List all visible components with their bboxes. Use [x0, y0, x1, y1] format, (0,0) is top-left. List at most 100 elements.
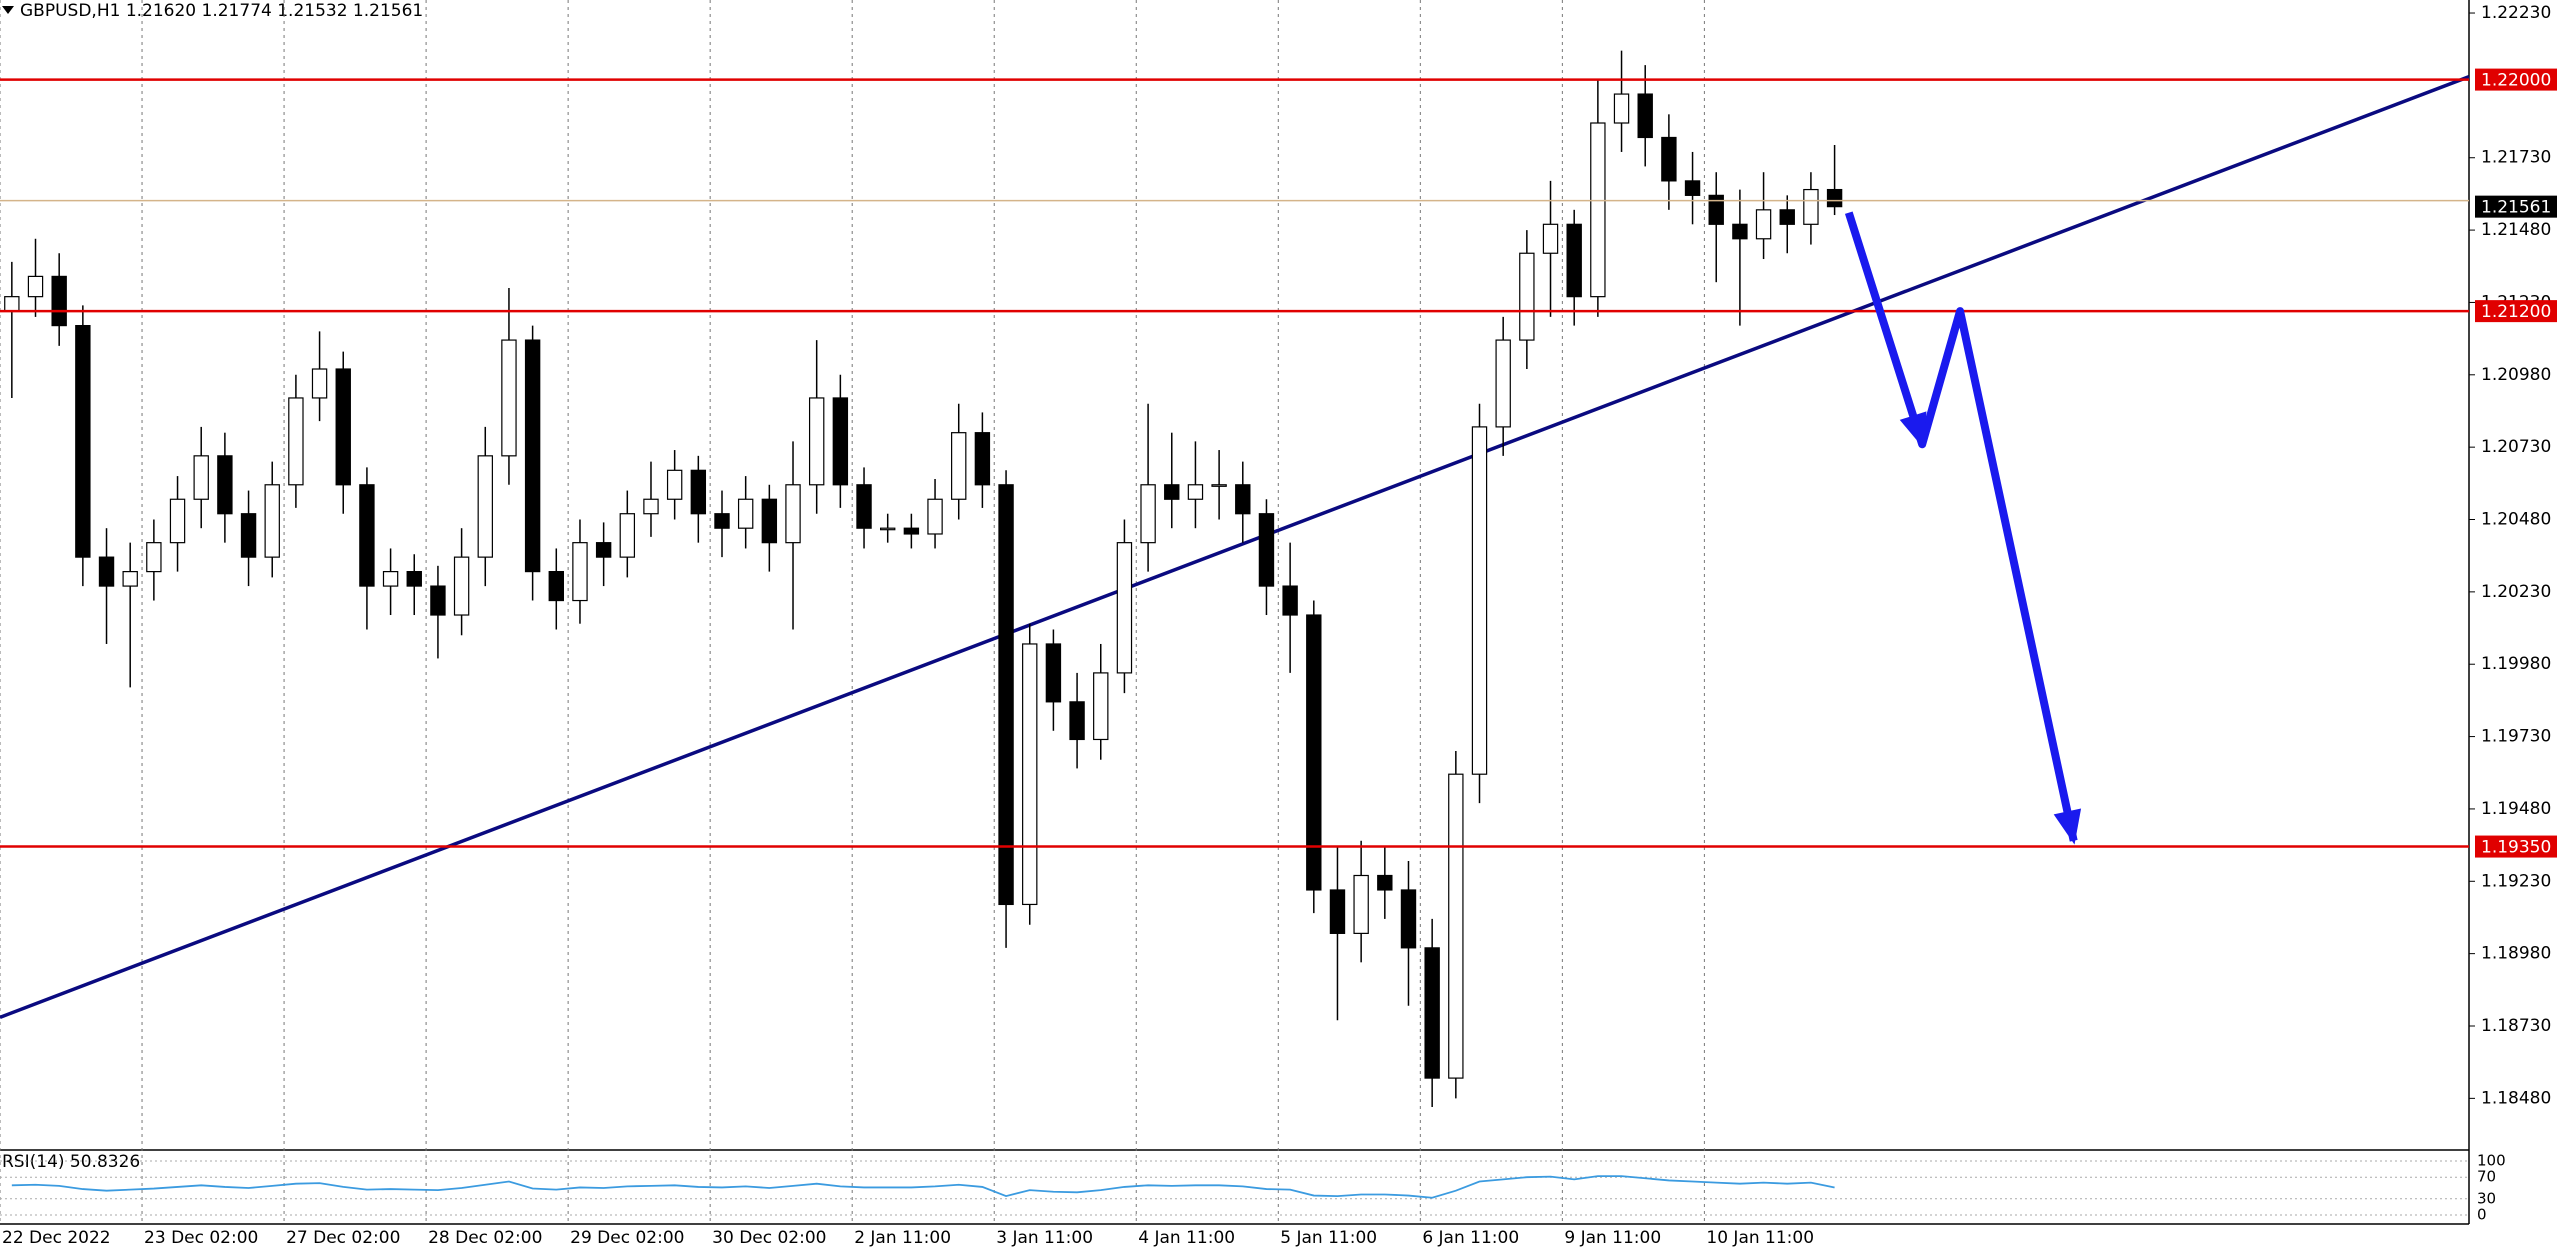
candle-body [1069, 701, 1085, 741]
rsi-label: RSI(14) 50.8326 [2, 1152, 140, 1172]
candle-body [1140, 484, 1156, 544]
candle-body [430, 585, 446, 616]
candle-body [1187, 484, 1204, 500]
candle-body [595, 542, 612, 558]
candle-body [572, 542, 588, 602]
candle-body [1661, 136, 1677, 182]
candle-body [1755, 209, 1772, 240]
candle-body [974, 432, 991, 486]
level-label: 1.19350 [2481, 838, 2551, 858]
candle-body [75, 324, 91, 558]
y-tick-label: 1.21730 [2481, 148, 2551, 168]
x-tick-label: 10 Jan 11:00 [1706, 1228, 1814, 1248]
candle-body [619, 513, 636, 558]
candle-body [903, 527, 920, 535]
candle-body [98, 556, 115, 587]
candle-body [501, 339, 517, 457]
level-label-box [2475, 300, 2557, 323]
x-tick-label: 23 Dec 02:00 [144, 1228, 258, 1248]
candle-body [1329, 889, 1346, 934]
candle-body [146, 542, 162, 573]
x-tick-label: 28 Dec 02:00 [428, 1228, 542, 1248]
candle-body [927, 498, 943, 535]
candle-body [264, 484, 280, 558]
candle-body [27, 275, 44, 298]
candle-body [1377, 874, 1393, 891]
candle-body [666, 469, 683, 500]
candle-body [951, 432, 967, 500]
candle-body [737, 498, 754, 529]
candle-body [808, 397, 825, 486]
candle-body [406, 571, 422, 587]
x-tick-label: 5 Jan 11:00 [1280, 1228, 1377, 1248]
candle-body [785, 484, 801, 544]
candle-body [1282, 585, 1298, 616]
candle-body [1779, 209, 1795, 225]
candle-body [690, 469, 707, 515]
y-tick-label: 1.18480 [2481, 1088, 2551, 1108]
candle-body [1353, 874, 1369, 934]
candle-body [1164, 484, 1180, 500]
y-tick-label: 1.19480 [2481, 799, 2551, 819]
x-tick-label: 3 Jan 11:00 [996, 1228, 1093, 1248]
y-tick-label: 1.18980 [2481, 944, 2551, 964]
level-label: 1.21200 [2481, 302, 2551, 322]
candle-body [998, 484, 1014, 906]
rsi-line [11, 1175, 1835, 1199]
candle-body [1448, 773, 1464, 1079]
candle-body [382, 571, 399, 587]
candle-body [240, 513, 257, 558]
candle-body [1258, 513, 1275, 587]
rsi-tick-label: 100 [2477, 1152, 2506, 1170]
chart-title: GBPUSD,H1 1.21620 1.21774 1.21532 1.2156… [20, 1, 423, 21]
candle-body [1045, 643, 1062, 703]
candle-body [335, 368, 351, 486]
candle-body [169, 498, 186, 544]
candle-body [51, 275, 67, 327]
level-label-box [2475, 68, 2557, 91]
level-label-box [2475, 835, 2557, 858]
candle-body [311, 368, 328, 399]
candle-body [1732, 223, 1748, 240]
candle-body [761, 498, 778, 544]
candle-body [122, 571, 138, 587]
forecast-path [1844, 211, 2078, 842]
candle-body [217, 455, 233, 515]
current-price-box [2475, 195, 2557, 218]
rsi-tick-label: 70 [2477, 1168, 2496, 1186]
candle-body [1306, 614, 1322, 891]
trend-line [0, 75, 2470, 1019]
candle-body [1542, 223, 1559, 254]
candle-body [1519, 252, 1535, 341]
candle-body [1022, 643, 1038, 906]
candle-body [453, 556, 470, 616]
y-tick-label: 1.19730 [2481, 727, 2551, 747]
x-tick-label: 4 Jan 11:00 [1138, 1228, 1235, 1248]
candle-body [643, 498, 659, 515]
level-label: 1.22000 [2481, 71, 2551, 91]
rsi-tick-label: 30 [2477, 1189, 2496, 1207]
x-tick-label: 6 Jan 11:00 [1422, 1228, 1519, 1248]
x-tick-label: 30 Dec 02:00 [712, 1228, 826, 1248]
arrow-head [1899, 411, 1927, 449]
candle-body [1613, 93, 1630, 124]
y-tick-label: 1.19980 [2481, 654, 2551, 674]
candle-body [288, 397, 304, 486]
candle-body [880, 527, 896, 531]
candle-body [1566, 223, 1582, 298]
y-tick-label: 1.18730 [2481, 1016, 2551, 1036]
y-tick-label: 1.19230 [2481, 871, 2551, 891]
candle-body [1708, 194, 1724, 225]
candle-body [477, 455, 493, 558]
candle-body [4, 296, 20, 312]
candle-body [1590, 122, 1606, 298]
candle-body [359, 484, 375, 587]
candle-body [548, 571, 564, 602]
y-tick-label: 1.20980 [2481, 365, 2551, 385]
menu-triangle [2, 6, 14, 14]
rsi-tick-label: 0 [2477, 1206, 2487, 1224]
y-tick-label: 1.20480 [2481, 510, 2551, 530]
